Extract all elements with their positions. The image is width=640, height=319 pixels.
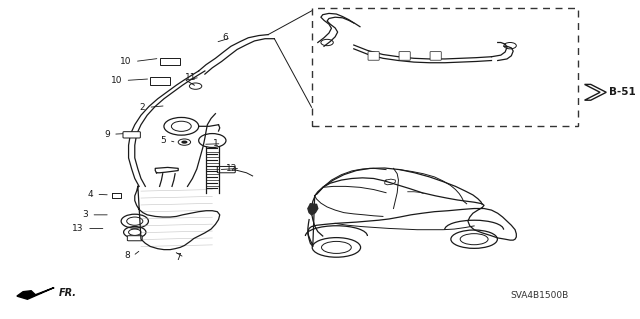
Text: SVA4B1500B: SVA4B1500B [510, 291, 568, 300]
FancyBboxPatch shape [312, 8, 579, 126]
Text: 9: 9 [104, 130, 110, 139]
Text: FR.: FR. [58, 288, 76, 298]
FancyBboxPatch shape [150, 77, 170, 85]
Text: 5: 5 [160, 136, 166, 145]
Text: 3: 3 [83, 210, 88, 219]
Text: 1: 1 [212, 139, 218, 148]
Text: 12: 12 [226, 164, 237, 173]
FancyBboxPatch shape [368, 52, 380, 60]
Text: 2: 2 [140, 103, 145, 112]
Text: 6: 6 [222, 33, 228, 42]
FancyBboxPatch shape [127, 236, 142, 241]
Text: 10: 10 [111, 76, 122, 85]
Text: 4: 4 [88, 190, 93, 199]
FancyBboxPatch shape [430, 52, 441, 60]
Text: 11: 11 [186, 73, 197, 82]
Polygon shape [17, 287, 54, 299]
FancyBboxPatch shape [218, 167, 236, 173]
FancyBboxPatch shape [123, 132, 140, 138]
Text: B-51: B-51 [609, 87, 636, 97]
FancyBboxPatch shape [399, 52, 410, 60]
Text: 7: 7 [175, 253, 181, 262]
FancyBboxPatch shape [160, 58, 180, 65]
Polygon shape [308, 204, 318, 215]
Circle shape [181, 141, 188, 144]
Text: 13: 13 [72, 224, 84, 233]
Text: 10: 10 [120, 57, 132, 66]
Text: 8: 8 [124, 251, 130, 260]
